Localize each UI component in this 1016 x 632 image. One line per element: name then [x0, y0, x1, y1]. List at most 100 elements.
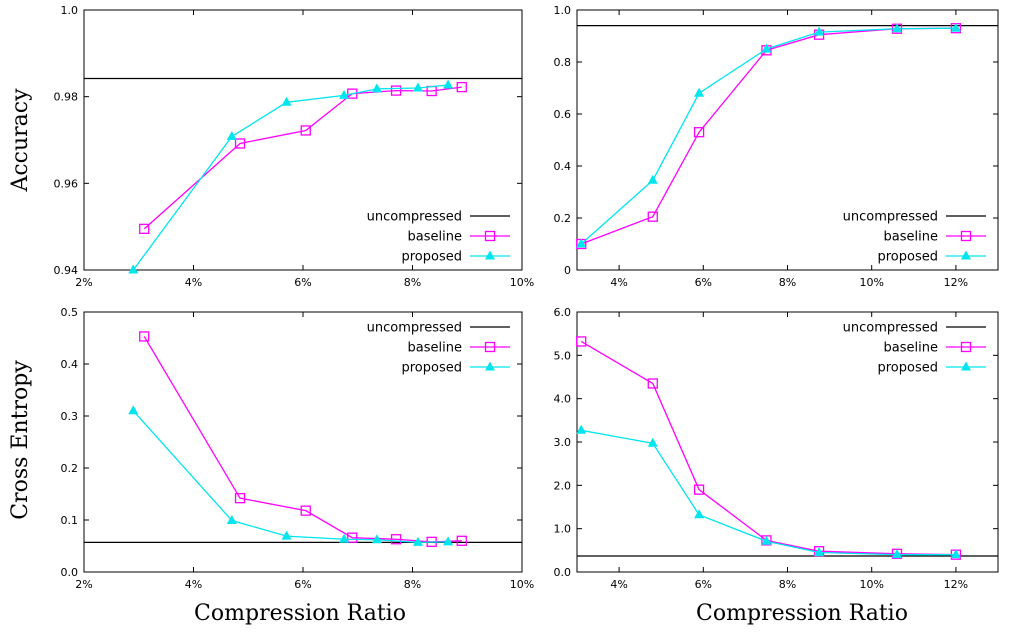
y-tick-label: 2.0	[554, 479, 572, 492]
proposed-point	[694, 509, 705, 519]
proposed-point	[694, 87, 705, 97]
baseline-point	[390, 85, 402, 96]
legend-label-baseline: baseline	[884, 230, 938, 245]
proposed-point	[891, 549, 902, 559]
baseline-point	[234, 493, 246, 504]
baseline-point	[234, 138, 246, 149]
proposed-point	[647, 437, 658, 447]
baseline-point	[647, 211, 658, 222]
proposed-point	[412, 536, 423, 546]
baseline-point	[576, 336, 587, 347]
proposed-point	[814, 547, 825, 556]
legend: uncompressed baseline proposed	[843, 210, 986, 265]
legend-marker-proposed	[961, 361, 971, 371]
legend: uncompressed baseline proposed	[367, 321, 510, 376]
proposed-point	[761, 535, 772, 545]
y-tick-label: 4.0	[554, 393, 572, 406]
y-tick-label: 5.0	[554, 349, 572, 362]
x-tick-label: 12%	[944, 578, 968, 591]
x-tick-label: 10%	[859, 578, 883, 591]
y-tick-label: 1.0	[554, 4, 572, 17]
x-tick-label: 8%	[779, 276, 796, 289]
proposed-point	[281, 530, 292, 540]
legend: uncompressed baseline proposed	[843, 321, 986, 376]
legend-label-uncompressed: uncompressed	[367, 321, 462, 336]
y-tick-label: 0.6	[554, 108, 572, 121]
proposed-point	[576, 424, 587, 434]
baseline-point	[347, 532, 358, 543]
proposed-point	[761, 43, 772, 53]
x-tick-label: 12%	[944, 276, 968, 289]
baseline-point	[647, 378, 658, 389]
x-tick-label: 8%	[779, 578, 796, 591]
x-tick-label: 10%	[859, 276, 883, 289]
legend: uncompressed baseline proposed	[367, 210, 510, 265]
proposed-point	[281, 96, 292, 106]
baseline-point	[300, 505, 311, 516]
legend-label-baseline: baseline	[408, 341, 462, 356]
proposed-point	[371, 534, 382, 544]
x-axis-title-right: Compression Ratio	[696, 601, 908, 626]
baseline-point	[693, 127, 705, 138]
proposed-point	[576, 238, 587, 248]
baseline-point	[139, 331, 150, 342]
x-tick-label: 6%	[695, 578, 712, 591]
legend-label-uncompressed: uncompressed	[843, 210, 938, 225]
y-axis-title-cross-entropy: Cross Entropy	[8, 360, 33, 520]
legend-label-proposed: proposed	[402, 250, 463, 265]
baseline-point	[300, 125, 311, 136]
legend-marker-baseline	[484, 341, 496, 353]
x-axis-title-left: Compression Ratio	[194, 601, 406, 626]
y-tick-label: 0.8	[554, 56, 572, 69]
baseline-point	[456, 81, 467, 93]
x-tick-label: 8%	[404, 276, 421, 289]
y-tick-label: 3.0	[554, 436, 572, 449]
x-tick-label: 10%	[510, 578, 534, 591]
legend-label-proposed: proposed	[878, 250, 939, 265]
proposed-point	[226, 131, 237, 141]
y-tick-label: 0.3	[61, 410, 79, 423]
y-tick-label: 0.0	[554, 566, 572, 579]
y-tick-label: 0	[564, 264, 571, 277]
y-tick-label: 0.1	[61, 514, 79, 527]
legend-label-uncompressed: uncompressed	[367, 210, 462, 225]
legend-label-uncompressed: uncompressed	[843, 321, 938, 336]
proposed-point	[412, 82, 423, 92]
legend-marker-proposed	[485, 361, 495, 371]
baseline-point	[693, 484, 705, 495]
x-tick-label: 4%	[610, 276, 627, 289]
y-tick-label: 0.94	[54, 264, 79, 277]
proposed-point	[443, 536, 454, 546]
legend-marker-baseline	[484, 230, 496, 242]
proposed-point	[226, 515, 237, 525]
proposed-point	[128, 405, 139, 415]
x-tick-label: 2%	[75, 578, 92, 591]
x-tick-label: 6%	[695, 276, 712, 289]
x-tick-label: 2%	[75, 276, 92, 289]
y-tick-label: 1.0	[554, 523, 572, 536]
y-tick-label: 1.0	[61, 4, 79, 17]
legend-marker-baseline	[960, 341, 972, 353]
legend-label-baseline: baseline	[408, 230, 462, 245]
x-tick-label: 4%	[185, 276, 202, 289]
y-axis-title-accuracy: Accuracy	[8, 88, 33, 193]
proposed-line	[132, 84, 449, 271]
proposed-point	[339, 89, 350, 99]
y-tick-label: 0.0	[61, 566, 79, 579]
panel-top-left: 0.94 0.96 0.98 1.0 2% 4% 6% 8% 10% uncompressed ba…	[54, 4, 535, 289]
y-tick-label: 0.2	[554, 212, 572, 225]
panel-top-right: 0 0.2 0.4 0.6 0.8 1.0 4% 6% 8% 10% 12% uncompressed…	[554, 4, 999, 289]
x-tick-label: 4%	[185, 578, 202, 591]
legend-marker-proposed	[961, 250, 971, 260]
proposed-point	[950, 549, 961, 559]
y-tick-label: 0.96	[54, 177, 79, 190]
legend-label-proposed: proposed	[878, 361, 939, 376]
y-tick-label: 6.0	[554, 306, 572, 319]
panel-bottom-right: 0.0 1.0 2.0 3.0 4.0 5.0 6.0 4% 6% 8% 10% 12% uncompr…	[554, 306, 999, 591]
proposed-point	[891, 23, 902, 33]
legend-marker-proposed	[485, 250, 495, 260]
proposed-point	[814, 26, 825, 36]
proposed-point	[647, 174, 658, 184]
x-tick-label: 10%	[510, 276, 534, 289]
